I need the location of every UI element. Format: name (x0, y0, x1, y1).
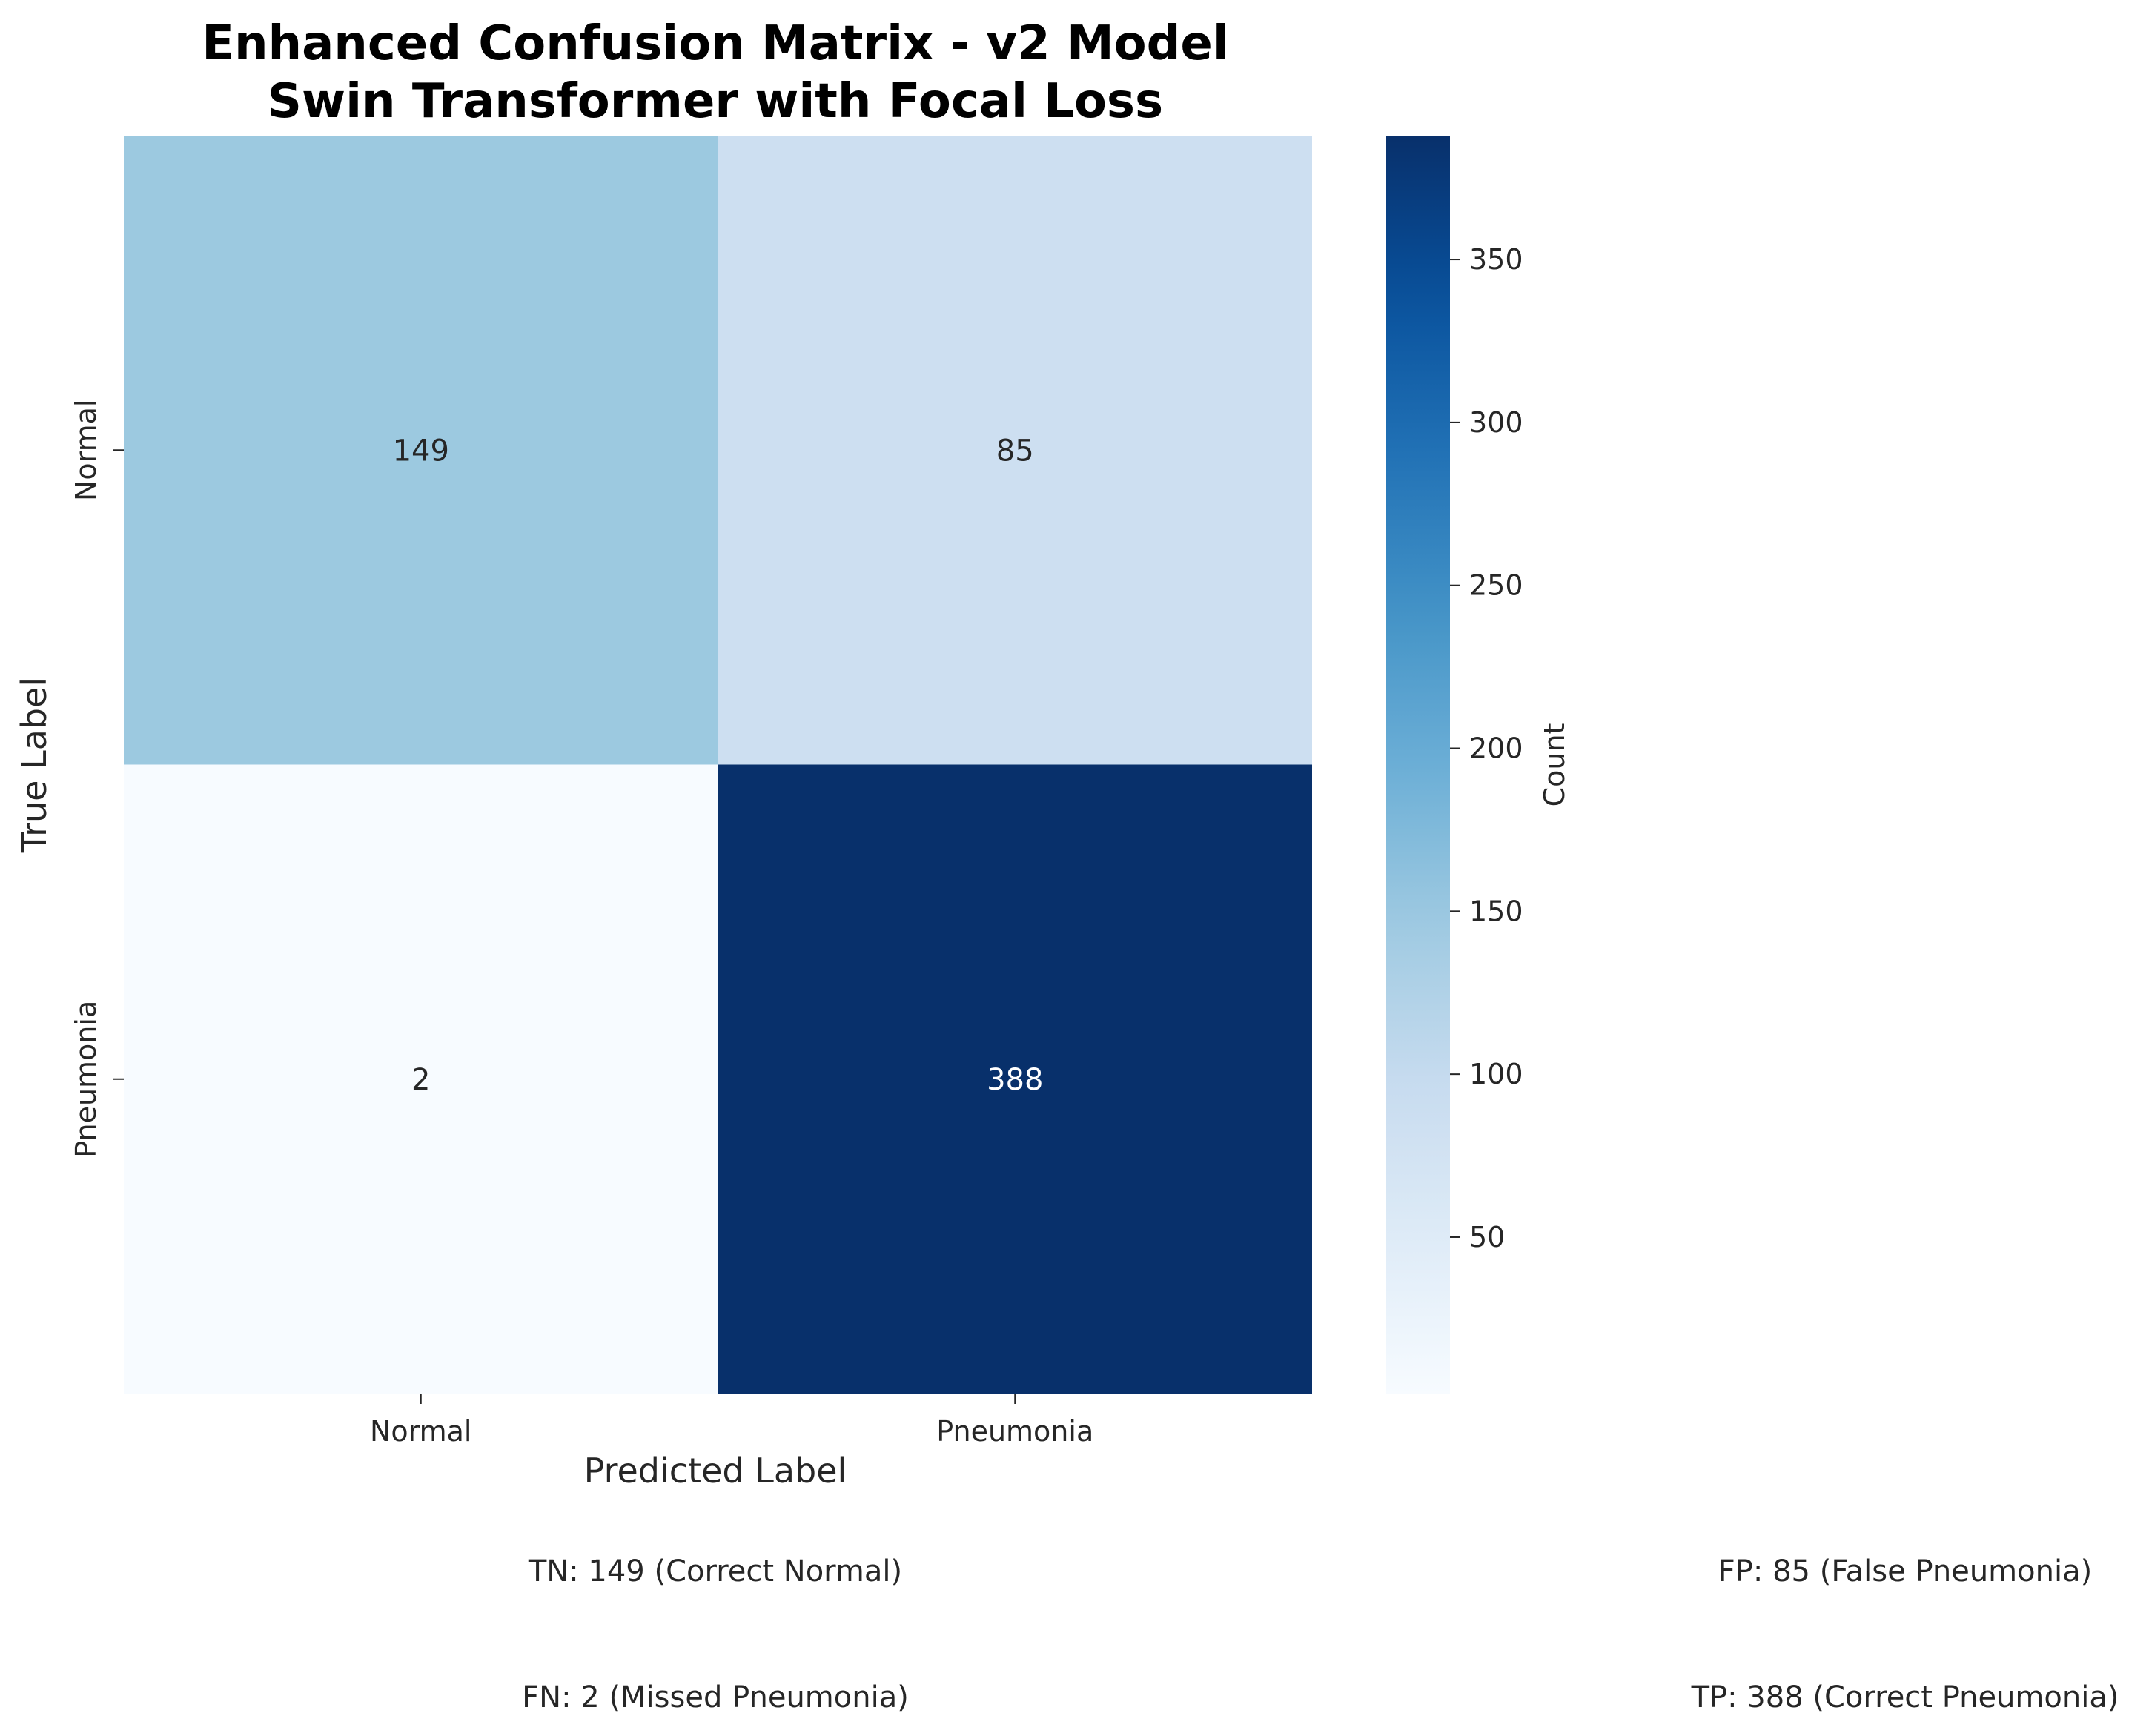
x-tick-label: Normal (370, 1415, 472, 1448)
colorbar-tick-label: 250 (1469, 569, 1523, 602)
cell-value-label: 149 (393, 434, 449, 468)
annotation-fn: FN: 2 (Missed Pneumonia) (522, 1680, 909, 1715)
x-axis-label: Predicted Label (584, 1451, 847, 1491)
heatmap-cell (124, 136, 718, 765)
heatmap-grid: 149 85 2 388 (124, 136, 1312, 1394)
annotation-fp: FP: 85 (False Pneumonia) (1718, 1554, 2092, 1588)
heatmap-cell (124, 764, 718, 1394)
cell-value-label: 2 (411, 1063, 430, 1097)
colorbar-tick-label: 350 (1469, 243, 1523, 276)
y-axis-ticks: Normal Pneumonia (70, 400, 124, 1158)
heatmap-cell (718, 136, 1312, 765)
colorbar-tick-label: 300 (1469, 406, 1523, 439)
chart-title-line-1: Enhanced Confusion Matrix - v2 Model (202, 16, 1229, 71)
colorbar-tick-label: 100 (1469, 1058, 1523, 1090)
annotation-tp: TP: 388 (Correct Pneumonia) (1691, 1680, 2119, 1715)
heatmap-cell (718, 764, 1312, 1394)
colorbar-tick-label: 50 (1469, 1221, 1505, 1253)
y-tick-label: Normal (70, 400, 102, 502)
annotation-tn: TN: 149 (Correct Normal) (528, 1554, 902, 1588)
chart-title-line-2: Swin Transformer with Focal Loss (268, 74, 1163, 129)
colorbar-gradient (1386, 136, 1450, 1394)
y-axis-label: True Label (14, 677, 54, 853)
colorbar-label: Count (1538, 723, 1571, 807)
x-axis-ticks: Normal Pneumonia (370, 1394, 1093, 1448)
y-tick-label: Pneumonia (70, 1001, 102, 1158)
colorbar: 50 100 150 200 250 300 350 (1386, 136, 1523, 1394)
cell-value-label: 388 (987, 1063, 1043, 1097)
colorbar-tick-label: 200 (1469, 732, 1523, 765)
cell-value-label: 85 (996, 434, 1034, 468)
x-tick-label: Pneumonia (936, 1415, 1093, 1448)
colorbar-tick-label: 150 (1469, 895, 1523, 927)
